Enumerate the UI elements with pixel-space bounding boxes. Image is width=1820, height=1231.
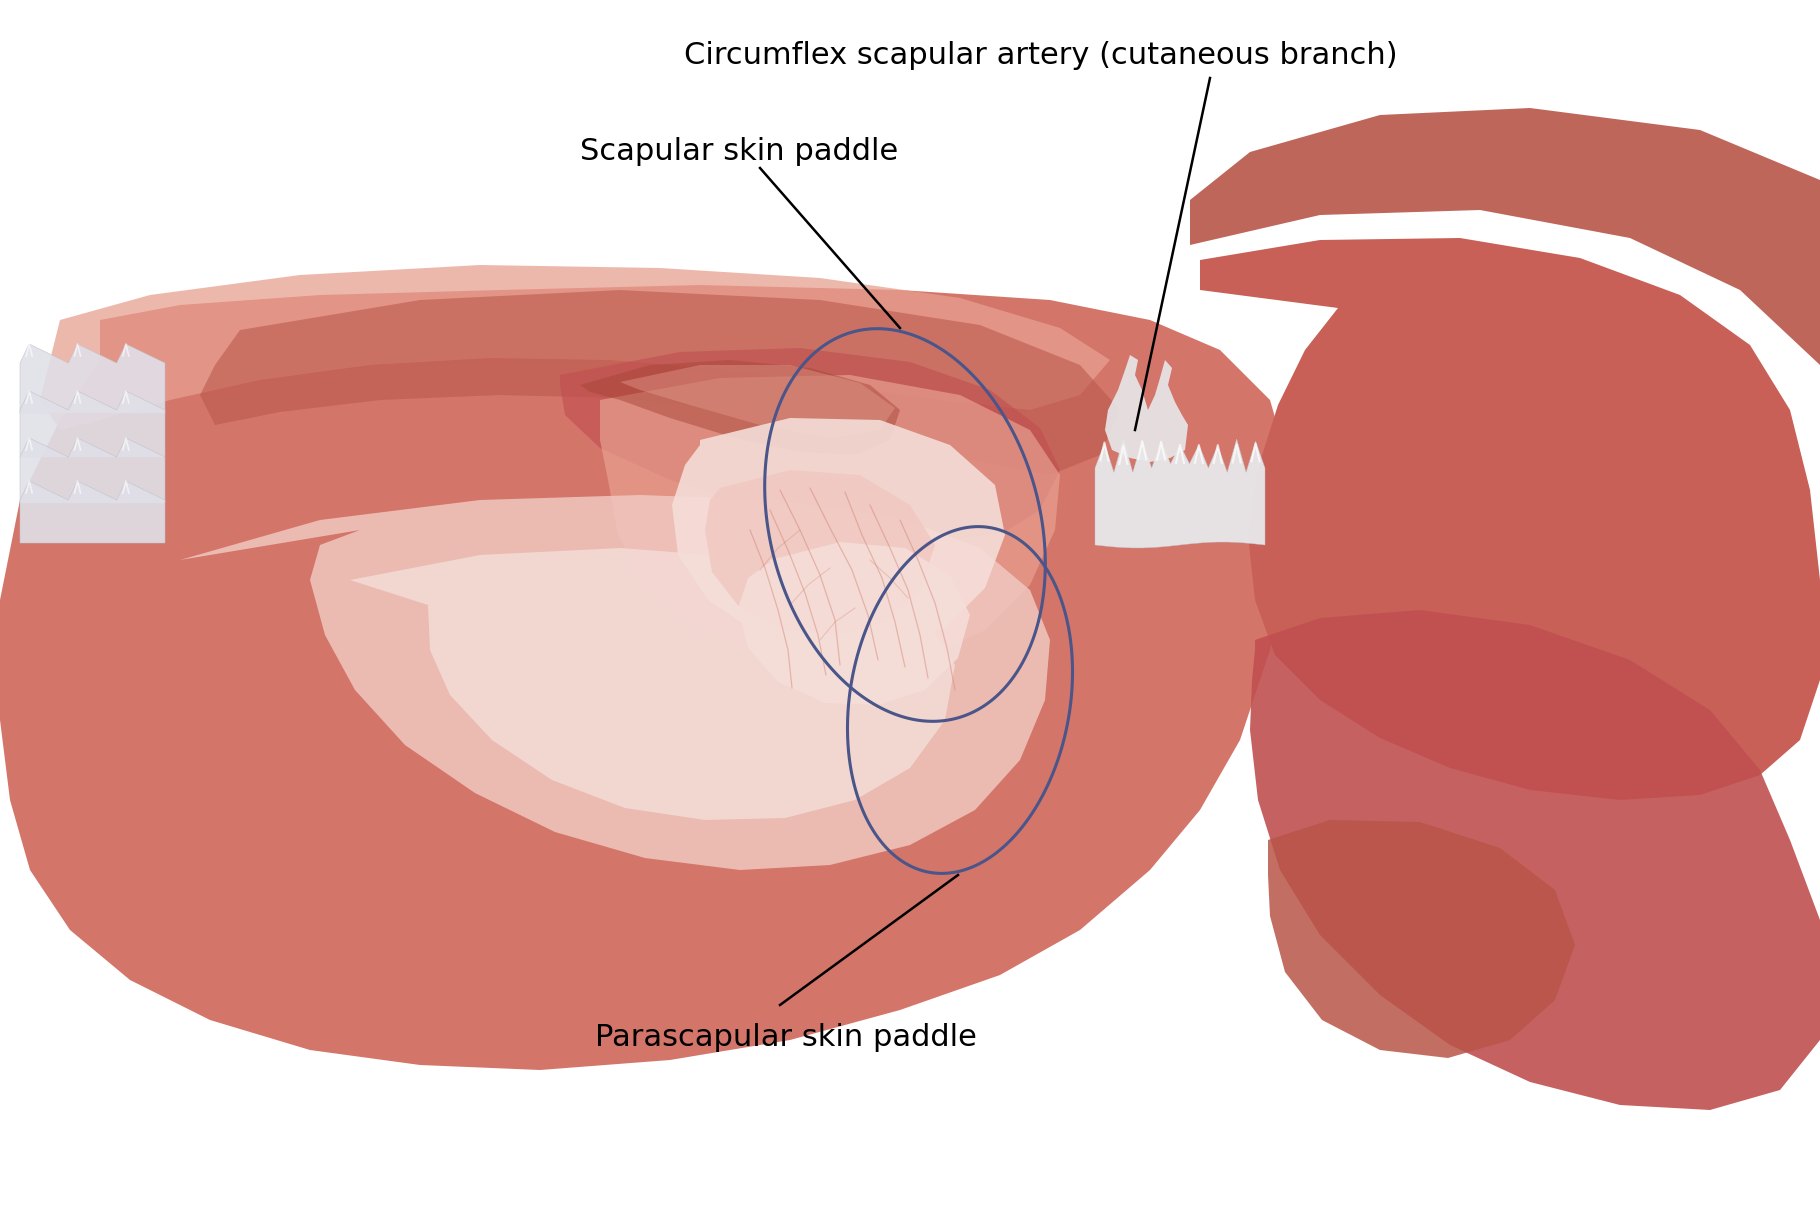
Polygon shape — [1199, 238, 1820, 800]
Polygon shape — [0, 286, 1290, 1070]
Polygon shape — [200, 291, 1119, 475]
Polygon shape — [1269, 820, 1574, 1057]
Polygon shape — [581, 359, 901, 455]
Polygon shape — [349, 548, 956, 820]
Text: Scapular skin paddle: Scapular skin paddle — [581, 138, 899, 166]
Polygon shape — [1190, 108, 1820, 366]
Text: Circumflex scapular artery (cutaneous branch): Circumflex scapular artery (cutaneous br… — [684, 41, 1398, 69]
Polygon shape — [1105, 355, 1188, 462]
Polygon shape — [20, 481, 166, 543]
Polygon shape — [737, 542, 970, 705]
Polygon shape — [621, 366, 895, 438]
Polygon shape — [601, 375, 1059, 668]
Polygon shape — [1250, 611, 1820, 1110]
Text: Parascapular skin paddle: Parascapular skin paddle — [595, 1023, 977, 1053]
Polygon shape — [704, 470, 935, 635]
Polygon shape — [20, 391, 166, 457]
Polygon shape — [180, 495, 1050, 870]
Polygon shape — [672, 419, 1005, 652]
Polygon shape — [20, 343, 166, 412]
Polygon shape — [20, 438, 166, 503]
Polygon shape — [40, 265, 1110, 430]
Polygon shape — [561, 348, 1059, 542]
Polygon shape — [1096, 438, 1265, 548]
